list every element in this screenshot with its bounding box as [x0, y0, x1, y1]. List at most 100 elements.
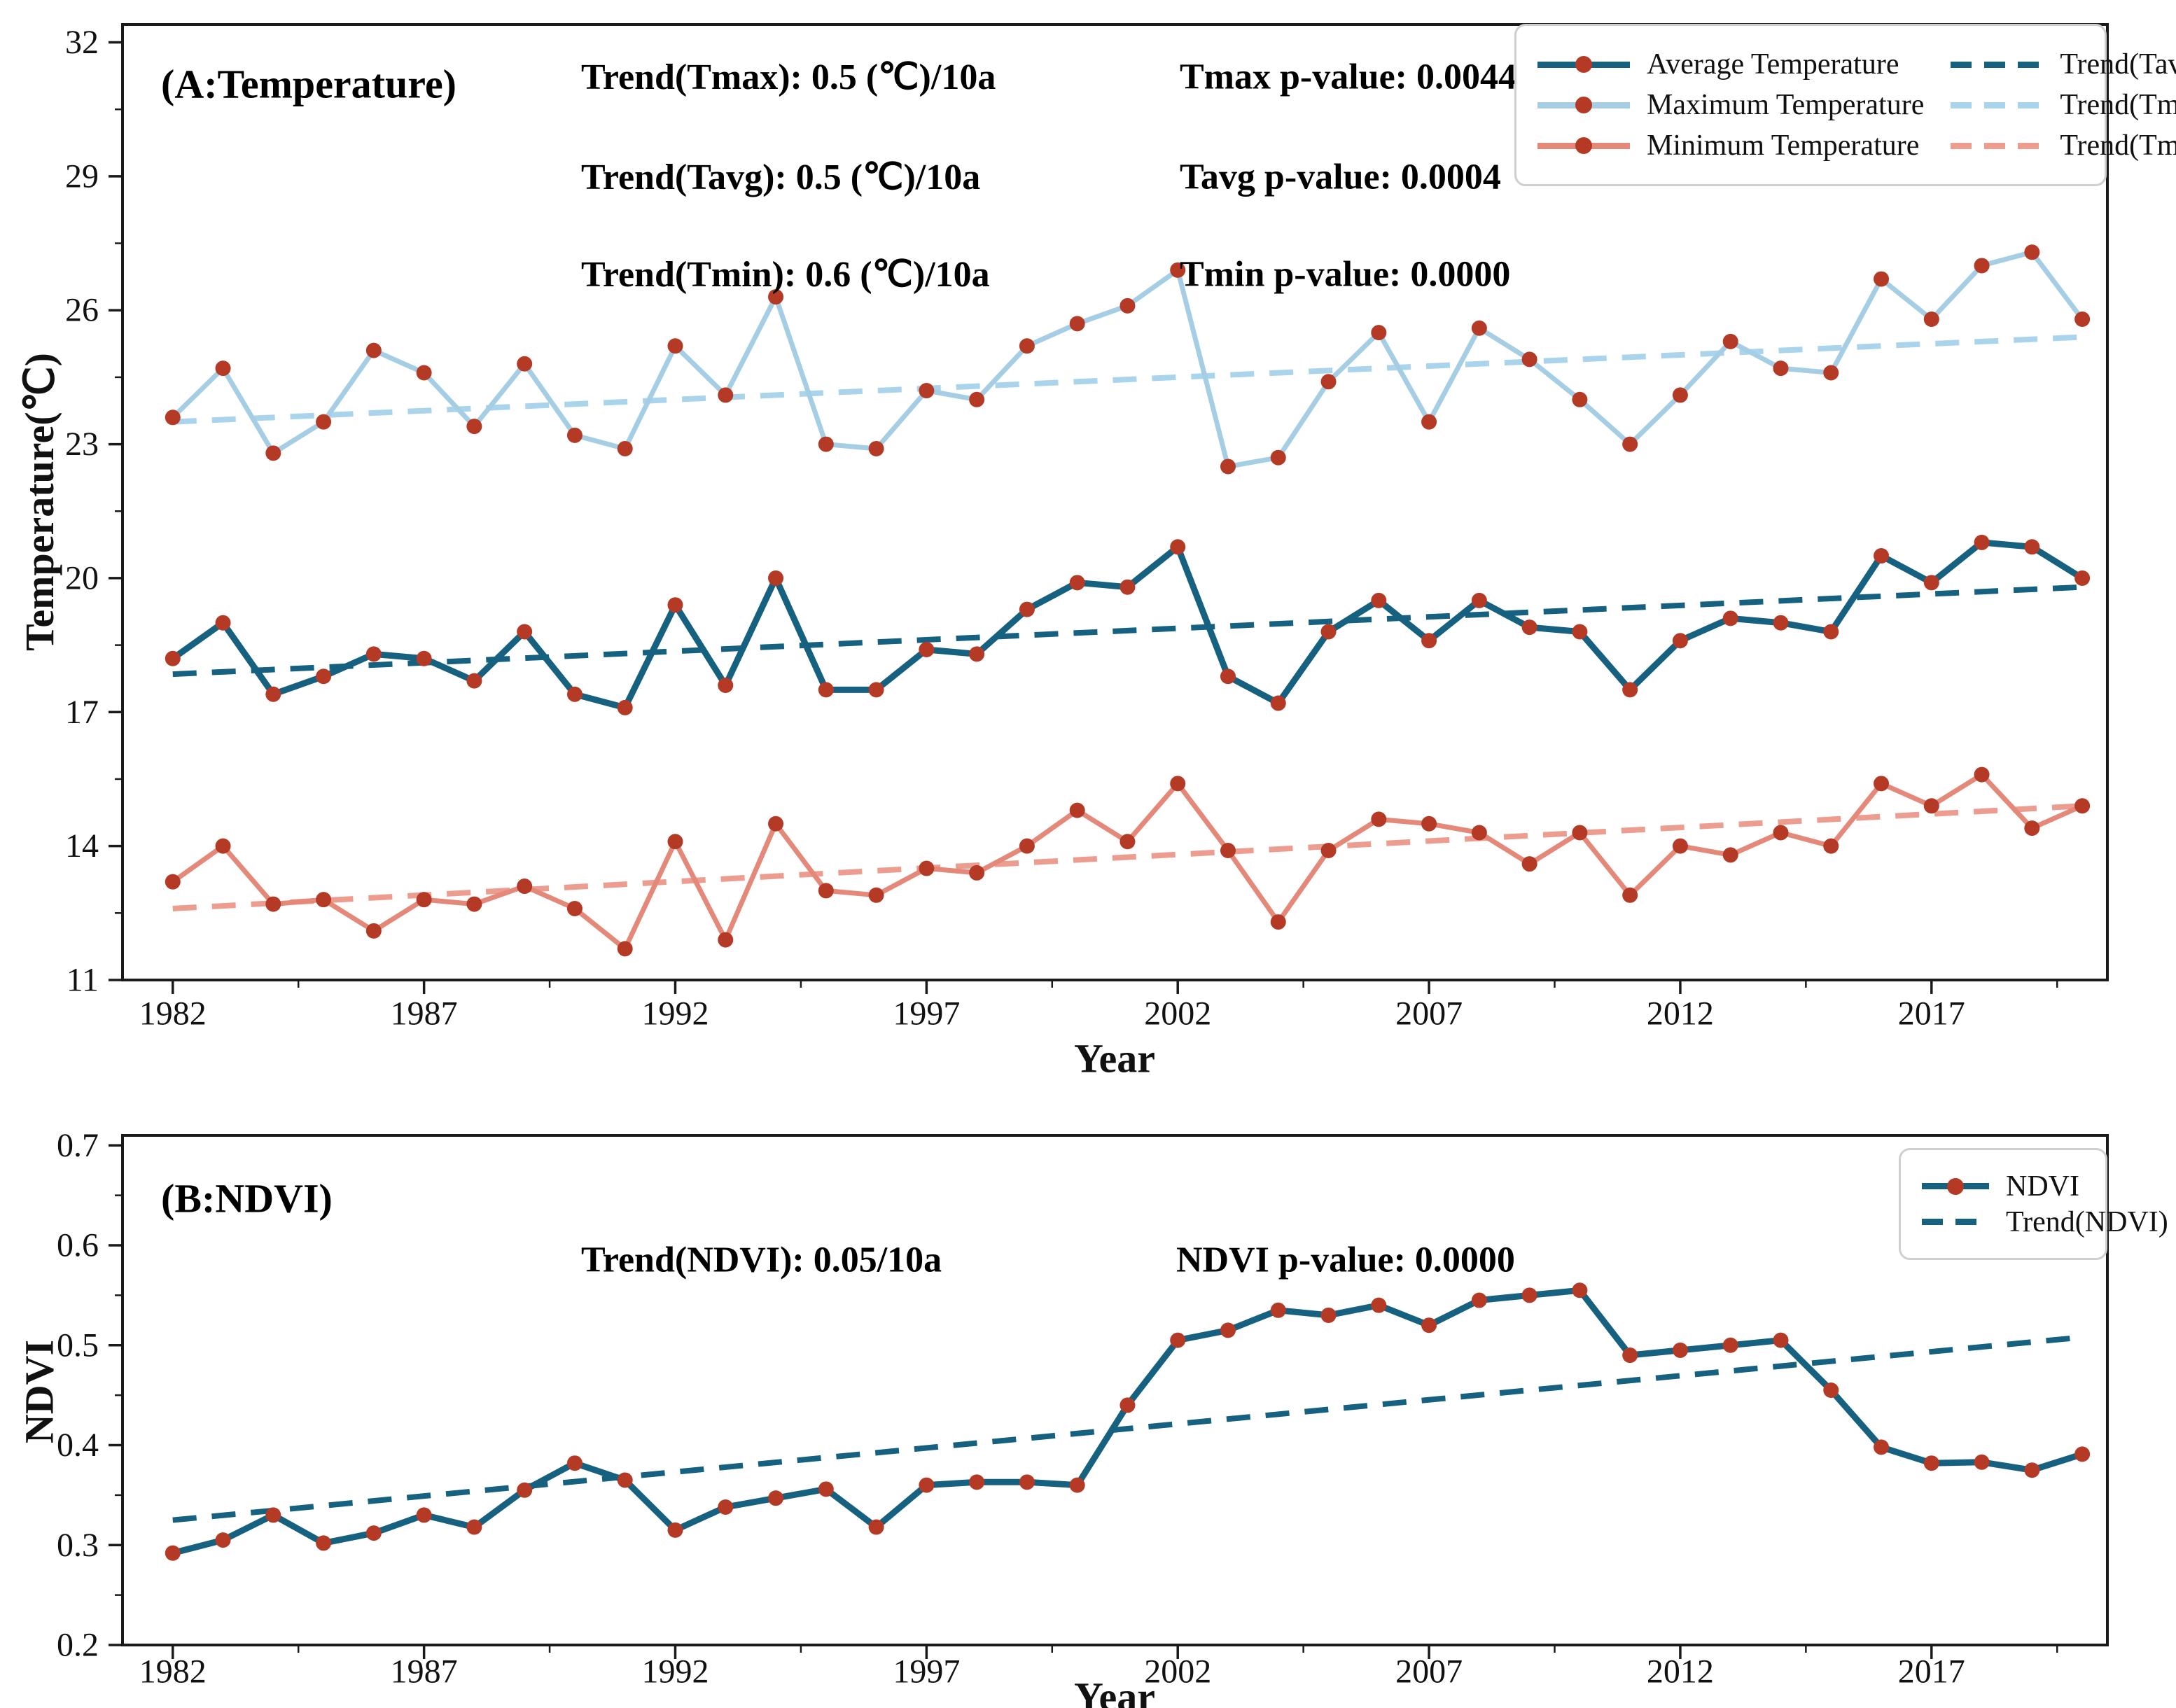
data-point-marker — [316, 414, 332, 430]
y-tick-label: 0.3 — [57, 1527, 99, 1564]
legend-item-trend-tmax: Trend(Tmax) — [1951, 85, 2176, 125]
data-point-marker — [1823, 365, 1839, 381]
data-point-marker — [365, 1525, 382, 1541]
data-point-marker — [165, 650, 181, 666]
ndvi-y-axis-label: NDVI — [16, 1339, 62, 1444]
x-tick-label: 2017 — [1898, 1653, 1965, 1690]
data-point-marker — [868, 1519, 884, 1535]
legend-label: Trend(Tmax) — [2060, 89, 2176, 121]
x-tick-label: 2002 — [1144, 995, 1211, 1032]
y-tick-label: 23 — [65, 426, 99, 463]
data-point-marker — [1371, 325, 1387, 341]
y-tick-label: 29 — [65, 158, 99, 195]
data-point-marker — [1421, 1317, 1437, 1334]
data-point-marker — [1371, 811, 1387, 827]
x-tick-label: 2012 — [1647, 995, 1714, 1032]
data-point-marker — [1923, 798, 1939, 814]
data-point-marker — [919, 1477, 935, 1493]
trend-line-ndvi — [172, 1334, 2083, 1523]
legend-b-column: NDVI Trend(NDVI) — [1922, 1168, 2168, 1240]
data-point-marker — [1320, 1307, 1337, 1323]
trend-tmin-annotation: Trend(Tmin): 0.6 (℃)/10a — [581, 255, 990, 295]
y-tick-label: 0.5 — [57, 1326, 99, 1364]
data-point-marker — [1220, 1322, 1236, 1338]
data-point-marker — [1069, 575, 1085, 591]
trend-tmin-dash-sample — [1951, 142, 2044, 149]
trend-line-average-temperature — [172, 584, 2083, 678]
legend-item-trend-ndvi: Trend(NDVI) — [1922, 1204, 2168, 1240]
marker-dot-icon — [1575, 97, 1592, 113]
data-point-marker — [1823, 1382, 1839, 1398]
data-point-marker — [868, 440, 884, 456]
data-point-marker — [2024, 539, 2040, 555]
minimum-temperature-line-sample — [1537, 137, 1630, 154]
data-point-marker — [1270, 695, 1286, 711]
data-point-marker — [1421, 414, 1437, 430]
data-point-marker — [165, 874, 181, 890]
trend-tavg-annotation: Trend(Tavg): 0.5 (℃)/10a — [581, 158, 981, 197]
legend-item-trend-tavg: Trend(Tavg) — [1951, 44, 2176, 85]
data-point-marker — [1773, 1332, 1789, 1348]
panel-a-x-axis-label: Year — [1074, 1035, 1155, 1082]
y-tick-label: 20 — [65, 559, 99, 596]
x-tick-label: 1982 — [139, 1653, 207, 1690]
data-point-marker — [466, 673, 482, 689]
data-point-marker — [1019, 838, 1035, 854]
data-point-marker — [1672, 633, 1688, 649]
data-point-marker — [2074, 798, 2091, 814]
data-point-marker — [517, 1482, 533, 1498]
plot-border — [121, 23, 2109, 981]
data-point-marker — [1974, 258, 1990, 274]
y-tick-label: 26 — [65, 292, 99, 329]
data-point-marker — [969, 1474, 985, 1490]
data-point-marker — [868, 887, 884, 903]
data-point-marker — [316, 668, 332, 685]
data-point-marker — [969, 391, 985, 407]
trend-ndvi-annotation: Trend(NDVI): 0.05/10a — [581, 1240, 942, 1280]
data-point-marker — [1069, 802, 1085, 818]
data-point-marker — [1120, 579, 1136, 595]
data-point-marker — [617, 440, 633, 456]
data-point-marker — [1521, 1287, 1537, 1303]
data-point-marker — [2074, 311, 2091, 327]
y-tick-label: 32 — [65, 24, 99, 61]
average-temperature-line-sample — [1537, 56, 1630, 73]
trend-line-minimum-temperature — [172, 803, 2083, 911]
series-line-average-temperature — [169, 539, 2086, 711]
legend-item-trend-tmin: Trend(Tmin) — [1951, 125, 2176, 166]
x-tick-label: 2007 — [1395, 1653, 1463, 1690]
data-point-marker — [1220, 843, 1236, 859]
data-point-marker — [667, 1522, 683, 1538]
data-point-marker — [1874, 271, 1890, 287]
data-point-marker — [1974, 534, 1990, 550]
y-tick-label: 17 — [65, 694, 99, 731]
maximum-temperature-line-sample — [1537, 97, 1630, 113]
data-point-marker — [1572, 825, 1588, 841]
data-point-marker — [1120, 834, 1136, 850]
data-point-marker — [667, 597, 683, 613]
temperature-plot-area: 1982 1987 1992 1997 2002 2007 2012 2017 11 14 17 20… — [65, 23, 2109, 1032]
data-point-marker — [1672, 387, 1688, 403]
data-point-marker — [1069, 1477, 1085, 1493]
panel-b-x-axis-label: Year — [1074, 1674, 1155, 1708]
data-point-marker — [1722, 610, 1738, 626]
x-tick-label: 2017 — [1898, 995, 1965, 1032]
data-point-marker — [868, 682, 884, 698]
data-point-marker — [316, 892, 332, 908]
data-point-marker — [768, 816, 784, 832]
x-tick-label: 2012 — [1647, 1653, 1714, 1690]
legend-label: Trend(Tavg) — [2060, 48, 2176, 80]
y-tick-label: 14 — [65, 827, 99, 864]
data-point-marker — [517, 624, 533, 640]
data-point-marker — [1622, 887, 1638, 903]
data-point-marker — [416, 1507, 432, 1523]
pvalue-ndvi-annotation: NDVI p-value: 0.0000 — [1176, 1240, 1515, 1280]
data-point-marker — [265, 445, 281, 461]
legend-label: Maximum Temperature — [1647, 89, 1925, 121]
x-tick-label: 2002 — [1144, 1653, 1211, 1690]
legend-a-trend-column: Trend(Tavg) Trend(Tmax) Trend(Tmin) — [1951, 44, 2176, 166]
data-point-marker — [919, 641, 935, 657]
data-point-marker — [617, 1472, 633, 1488]
data-point-marker — [1019, 338, 1035, 354]
data-point-marker — [768, 570, 784, 586]
